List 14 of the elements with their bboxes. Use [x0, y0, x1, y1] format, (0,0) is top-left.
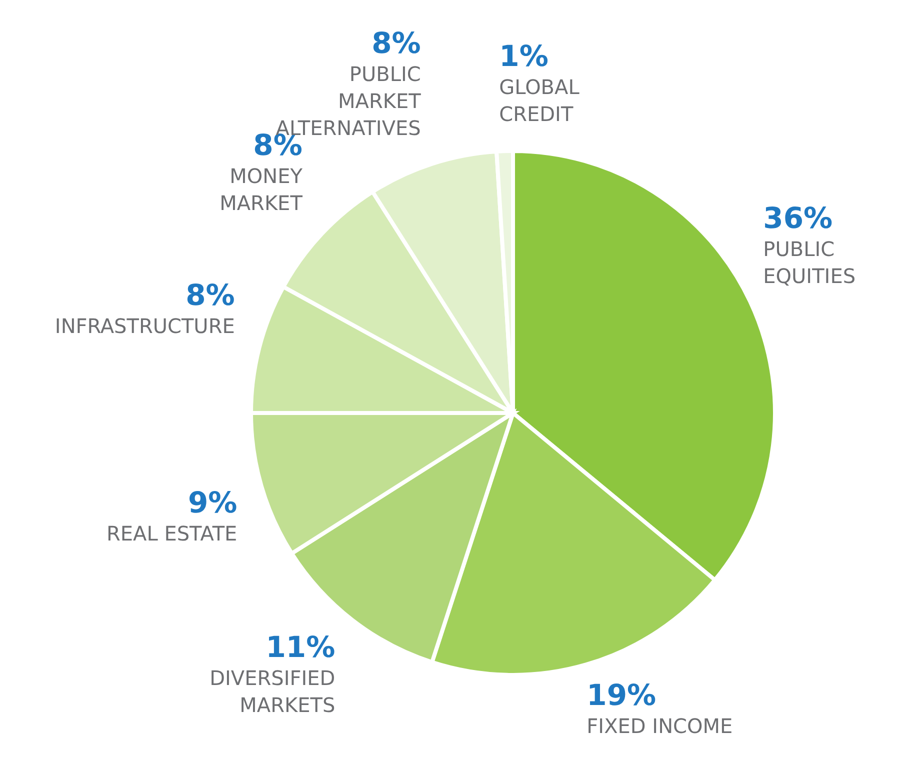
data-label: 11% — [266, 630, 336, 664]
slice-label: FIXED INCOME — [586, 714, 733, 738]
data-label: 19% — [586, 678, 656, 712]
data-label: 1% — [499, 39, 548, 74]
slice-label: PUBLIC EQUITIES — [763, 236, 856, 288]
slice-label: DIVERSIFIED MARKETS — [210, 666, 336, 717]
data-label: 8% — [372, 26, 421, 60]
data-label: 36% — [763, 200, 833, 235]
slice-label: GLOBAL CREDIT — [499, 75, 580, 126]
slice-label: INFRASTRUCTURE — [54, 314, 235, 338]
slice-label: REAL ESTATE — [106, 522, 238, 546]
data-label: 8% — [186, 278, 235, 312]
slice-label: MONEY MARKET — [220, 164, 304, 215]
data-label: 9% — [188, 486, 238, 520]
